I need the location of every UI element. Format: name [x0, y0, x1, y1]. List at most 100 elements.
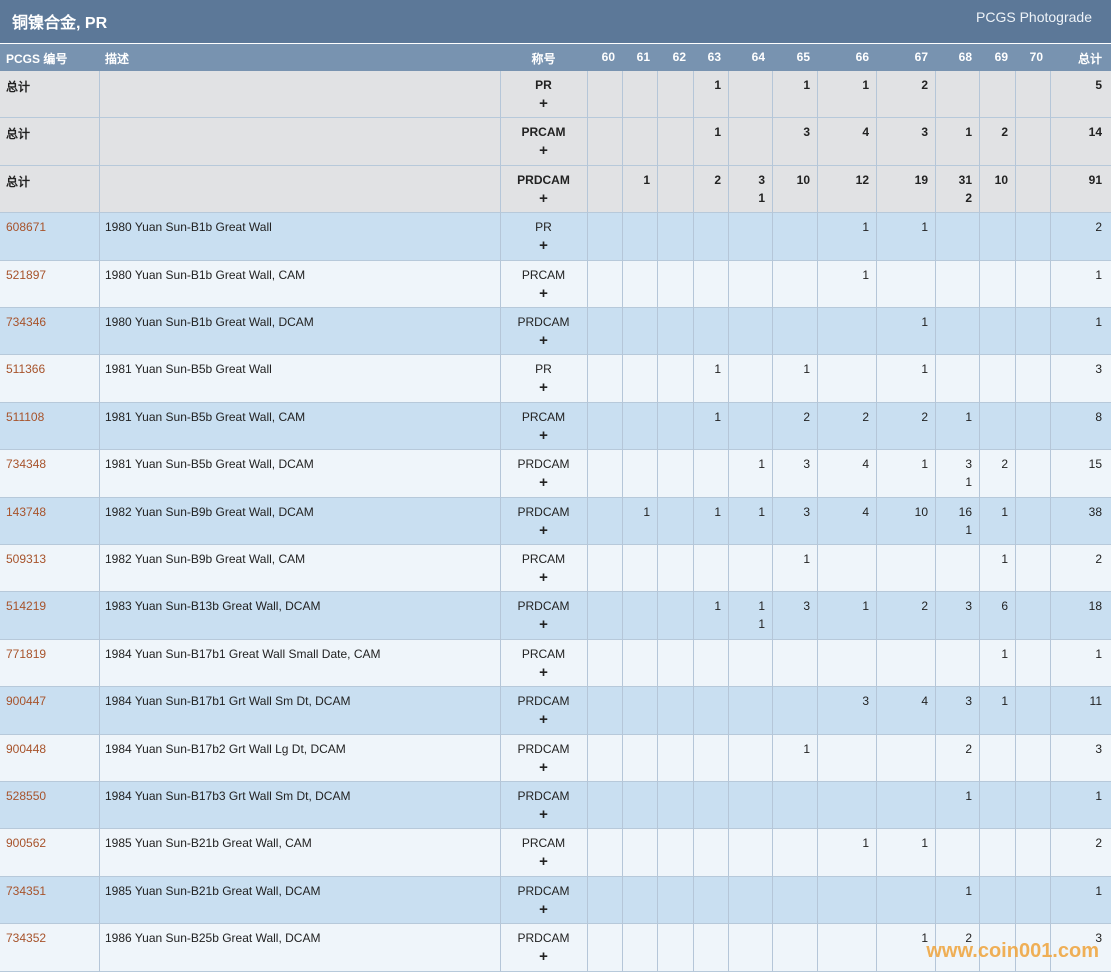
grade-count: 2 [1001, 457, 1008, 472]
cell-divider [979, 71, 980, 972]
row-total: 1 [1095, 883, 1102, 898]
plus-sign[interactable]: + [539, 379, 548, 397]
description: 1982 Yuan Sun-B9b Great Wall, CAM [105, 552, 306, 566]
grade-count: 16 [958, 504, 972, 519]
pcgs-number-link[interactable]: 734346 [6, 315, 47, 329]
grade-count: 1 [921, 931, 928, 946]
pcgs-number-link[interactable]: 734351 [6, 883, 47, 898]
table-row [0, 355, 1111, 403]
grade-count: 1 [714, 362, 721, 377]
plus-sign[interactable]: + [539, 900, 548, 918]
pcgs-number-link[interactable]: 608671 [6, 220, 47, 235]
summary-label: 总计 [6, 80, 31, 94]
plus-sign[interactable]: + [539, 237, 548, 255]
grade-count: 2 [921, 599, 928, 614]
grade-count: 1 [862, 836, 869, 851]
grade-count: 1 [714, 125, 721, 140]
plus-sign[interactable]: + [539, 569, 548, 586]
grade-count: 3 [803, 599, 810, 614]
grade-count: 1 [803, 552, 810, 566]
pcgs-number-link[interactable]: 521897 [6, 267, 47, 282]
plus-sign[interactable]: + [539, 426, 548, 444]
pcgs-number-link[interactable]: 900448 [6, 741, 47, 756]
plus-sign[interactable]: + [539, 474, 548, 492]
pcgs-number-link[interactable]: 509313 [6, 552, 47, 566]
designation: PR [535, 78, 552, 92]
pcgs-number-link[interactable]: 511108 [6, 409, 45, 424]
plus-sign[interactable]: + [539, 142, 548, 160]
plus-sign[interactable]: + [539, 95, 548, 112]
row-total: 1 [1095, 789, 1102, 803]
pcgs-number-link[interactable]: 734348 [6, 457, 47, 472]
grade-count: 1 [714, 78, 721, 92]
description: 1983 Yuan Sun-B13b Great Wall, DCAM [105, 599, 321, 614]
pcgs-number-link[interactable]: 734352 [6, 931, 47, 946]
row-total: 8 [1095, 409, 1102, 424]
pcgs-number-link[interactable]: 511366 [6, 362, 46, 377]
table-row [0, 213, 1111, 261]
row-total: 3 [1095, 931, 1102, 946]
grade-count: 1 [1001, 552, 1008, 566]
designation: PRCAM [521, 409, 566, 424]
column-header: 60 [601, 50, 615, 64]
pcgs-number-link[interactable]: 514219 [6, 599, 47, 614]
row-total: 1 [1095, 646, 1102, 661]
grade-count: 1 [921, 362, 928, 377]
grade-count: 3 [862, 694, 869, 709]
plus-sign[interactable]: + [539, 189, 548, 207]
table-row [0, 118, 1111, 166]
grade-count: 4 [862, 457, 869, 472]
pcgs-number-link[interactable]: 900562 [6, 836, 47, 851]
grade-count: 10 [994, 172, 1008, 187]
plus-grade-count: 2 [965, 190, 972, 205]
plus-sign[interactable]: + [539, 948, 548, 966]
designation: PRDCAM [517, 931, 570, 946]
row-total: 38 [1088, 504, 1102, 519]
designation: PRCAM [521, 267, 566, 282]
description: 1986 Yuan Sun-B25b Great Wall, DCAM [105, 931, 321, 946]
column-header: 70 [1029, 50, 1043, 64]
plus-sign[interactable]: + [539, 853, 548, 871]
grade-count: 1 [862, 220, 869, 235]
plus-sign[interactable]: + [539, 663, 548, 681]
grade-count: 1 [965, 789, 972, 803]
subtitle: PCGS Photograde [976, 9, 1092, 25]
plus-sign[interactable]: + [539, 332, 548, 349]
plus-sign[interactable]: + [539, 521, 548, 539]
cell-divider [622, 71, 623, 972]
pcgs-number-link[interactable]: 528550 [6, 789, 47, 803]
designation: PRDCAM [517, 599, 570, 614]
summary-label: 总计 [6, 127, 31, 142]
cell-divider [500, 71, 501, 972]
designation: PRDCAM [517, 883, 570, 898]
plus-sign[interactable]: + [539, 806, 548, 823]
table-row [0, 497, 1111, 545]
grade-count: 1 [965, 883, 972, 898]
grade-count: 1 [965, 125, 972, 140]
plus-sign[interactable]: + [539, 711, 548, 729]
grade-count: 1 [714, 599, 721, 614]
designation: PRCAM [521, 125, 566, 140]
grade-count: 2 [965, 741, 972, 756]
row-total: 91 [1088, 172, 1102, 187]
grade-count: 3 [758, 172, 765, 187]
table-row [0, 450, 1111, 498]
plus-sign[interactable]: + [539, 284, 548, 302]
plus-sign[interactable]: + [539, 758, 548, 776]
row-total: 15 [1088, 457, 1102, 472]
designation: PRDCAM [517, 694, 570, 709]
grade-count: 1 [862, 599, 869, 614]
title: 铜镍合金, PR [12, 15, 108, 32]
pcgs-number-link[interactable]: 900447 [6, 694, 47, 709]
description: 1984 Yuan Sun-B17b2 Grt Wall Lg Dt, DCAM [105, 741, 346, 756]
row-total: 2 [1095, 552, 1102, 566]
pcgs-number-link[interactable]: 143748 [6, 504, 47, 519]
designation: PRDCAM [517, 172, 570, 187]
pcgs-number-link[interactable]: 771819 [6, 646, 47, 661]
table-row [0, 876, 1111, 925]
grade-count: 1 [803, 741, 810, 756]
designation: PRDCAM [517, 789, 570, 803]
table-row [0, 782, 1111, 830]
plus-sign[interactable]: + [539, 616, 548, 634]
